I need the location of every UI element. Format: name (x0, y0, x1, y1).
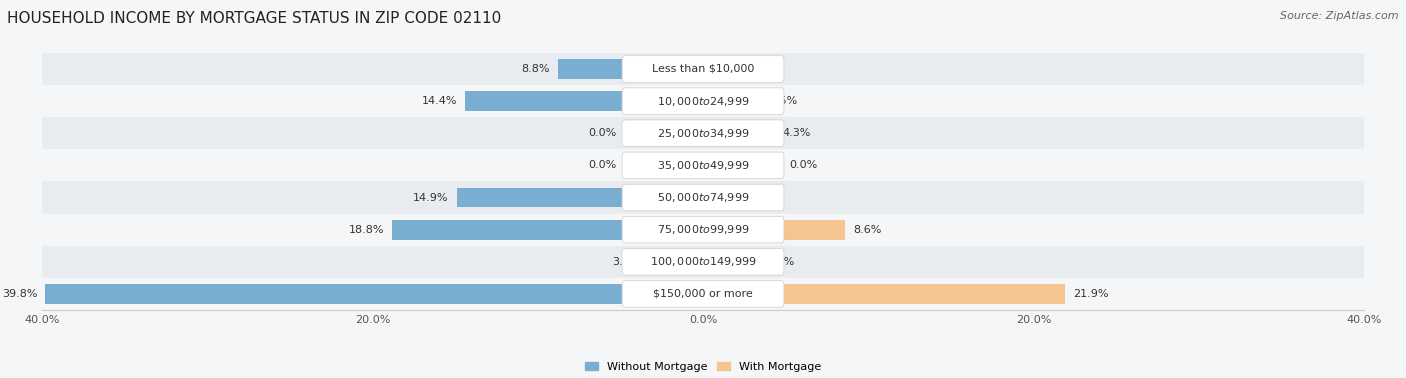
Text: HOUSEHOLD INCOME BY MORTGAGE STATUS IN ZIP CODE 02110: HOUSEHOLD INCOME BY MORTGAGE STATUS IN Z… (7, 11, 502, 26)
Bar (42, 278, 1364, 310)
Text: $75,000 to $99,999: $75,000 to $99,999 (657, 223, 749, 236)
Text: 39.8%: 39.8% (1, 289, 37, 299)
Text: 8.8%: 8.8% (520, 64, 550, 74)
Bar (392, 220, 703, 240)
Text: 0.0%: 0.0% (790, 160, 818, 170)
Text: 14.9%: 14.9% (413, 192, 449, 203)
FancyBboxPatch shape (621, 120, 785, 147)
Bar (703, 59, 723, 79)
Text: 14.4%: 14.4% (422, 96, 457, 106)
FancyBboxPatch shape (621, 216, 785, 243)
Text: 18.8%: 18.8% (349, 225, 384, 235)
Text: Less than $10,000: Less than $10,000 (652, 64, 754, 74)
Bar (703, 284, 1064, 304)
Bar (42, 117, 1364, 149)
Bar (45, 284, 703, 304)
Bar (42, 246, 1364, 278)
Text: $25,000 to $34,999: $25,000 to $34,999 (657, 127, 749, 140)
Bar (703, 252, 758, 272)
Bar (703, 123, 775, 143)
Text: 2.0%: 2.0% (744, 192, 773, 203)
FancyBboxPatch shape (621, 56, 785, 82)
Text: 8.6%: 8.6% (853, 225, 882, 235)
Text: $10,000 to $24,999: $10,000 to $24,999 (657, 94, 749, 108)
Bar (465, 91, 703, 111)
Bar (703, 91, 761, 111)
Legend: Without Mortgage, With Mortgage: Without Mortgage, With Mortgage (581, 357, 825, 376)
Bar (558, 59, 703, 79)
Text: 3.3%: 3.3% (612, 257, 640, 267)
Bar (42, 149, 1364, 181)
FancyBboxPatch shape (621, 280, 785, 307)
FancyBboxPatch shape (621, 152, 785, 179)
FancyBboxPatch shape (621, 88, 785, 115)
Text: 0.0%: 0.0% (588, 160, 616, 170)
Bar (703, 220, 845, 240)
Text: 21.9%: 21.9% (1073, 289, 1108, 299)
Text: $50,000 to $74,999: $50,000 to $74,999 (657, 191, 749, 204)
Text: 3.3%: 3.3% (766, 257, 794, 267)
FancyBboxPatch shape (621, 248, 785, 275)
Bar (457, 187, 703, 208)
Text: $100,000 to $149,999: $100,000 to $149,999 (650, 255, 756, 268)
Bar (648, 252, 703, 272)
Bar (42, 214, 1364, 246)
Text: 3.5%: 3.5% (769, 96, 797, 106)
FancyBboxPatch shape (621, 184, 785, 211)
Bar (42, 85, 1364, 117)
Text: 1.2%: 1.2% (731, 64, 759, 74)
Text: $150,000 or more: $150,000 or more (654, 289, 752, 299)
Bar (703, 187, 737, 208)
Text: 0.0%: 0.0% (588, 128, 616, 138)
Text: $35,000 to $49,999: $35,000 to $49,999 (657, 159, 749, 172)
Text: Source: ZipAtlas.com: Source: ZipAtlas.com (1281, 11, 1399, 21)
Bar (42, 53, 1364, 85)
Bar (42, 181, 1364, 214)
Text: 4.3%: 4.3% (782, 128, 811, 138)
